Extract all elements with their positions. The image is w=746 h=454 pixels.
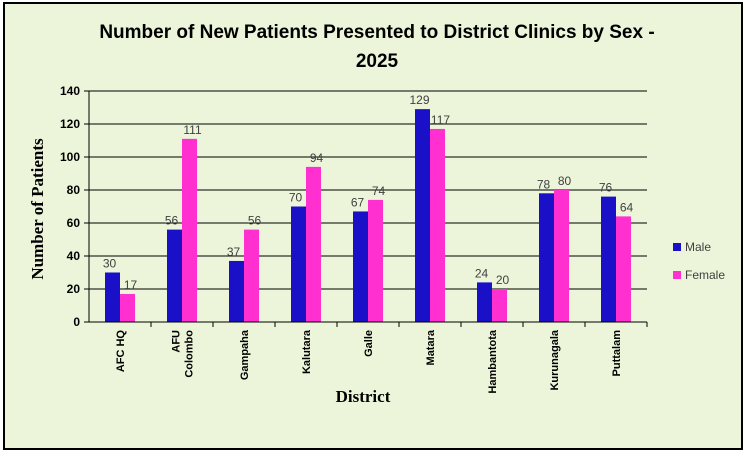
y-tick-label: 40	[67, 249, 81, 263]
bar-male	[477, 282, 492, 322]
y-axis-title: Number of Patients	[28, 138, 47, 280]
chart-title-line-1: Number of New Patients Presented to Dist…	[99, 22, 654, 43]
x-tick-label: AFC HQ	[115, 330, 127, 373]
y-tick-label: 100	[60, 150, 80, 164]
data-label-female: 94	[310, 151, 324, 165]
data-label-female: 64	[620, 200, 634, 214]
legend-swatch-female	[673, 271, 681, 279]
y-tick-label: 140	[60, 84, 80, 98]
chart-frame: Number of New Patients Presented to Dist…	[3, 2, 743, 450]
axes	[88, 91, 647, 323]
legend-label-male: Male	[685, 240, 711, 254]
legend-label-female: Female	[685, 268, 725, 282]
bar-male	[539, 193, 554, 322]
x-axis-title: District	[336, 387, 391, 406]
data-label-male: 70	[289, 191, 303, 205]
y-tick-label: 80	[67, 183, 81, 197]
x-tick-label: Kalutara	[301, 329, 313, 374]
x-tick-label: Colombo	[184, 330, 196, 378]
bar-female	[554, 190, 569, 322]
legend-swatch-male	[673, 243, 681, 251]
x-tick-label: Puttalam	[611, 330, 623, 377]
bar-male	[415, 109, 430, 323]
bars	[105, 109, 631, 323]
bar-male	[105, 272, 120, 322]
y-tick-label: 0	[73, 315, 80, 329]
data-label-male: 129	[409, 93, 429, 107]
x-tick-label: Kurunagala	[549, 329, 561, 390]
chart: Number of New Patients Presented to Dist…	[28, 22, 725, 406]
data-label-male: 30	[103, 257, 117, 271]
bar-male	[291, 206, 306, 322]
x-tick-label: Galle	[363, 330, 375, 357]
data-label-female: 80	[558, 174, 572, 188]
data-label-male: 78	[537, 177, 551, 191]
data-label-female: 17	[124, 278, 138, 292]
bar-female	[244, 229, 259, 322]
data-label-female: 111	[183, 123, 202, 137]
y-tick-label: 20	[67, 282, 81, 296]
bar-male	[353, 211, 368, 322]
bar-female	[182, 138, 197, 322]
data-label-female: 117	[431, 113, 450, 127]
data-label-female: 20	[496, 273, 510, 287]
tick-labels: 0 20 40 60 80 100 120 140 AFC HQ AFU Colombo Gampah…	[60, 84, 623, 394]
bar-female	[492, 289, 507, 322]
bar-female	[430, 128, 445, 322]
x-tick-label: Hambantota	[487, 329, 499, 393]
bar-female	[616, 216, 631, 322]
x-tick-label: AFU	[171, 330, 183, 353]
data-label-male: 24	[475, 266, 489, 280]
data-label-male: 37	[227, 245, 241, 259]
legend: Male Female	[673, 240, 725, 282]
data-label-female: 56	[248, 214, 262, 228]
y-tick-label: 120	[60, 117, 80, 131]
bar-male	[229, 260, 244, 322]
data-label-female: 74	[372, 184, 386, 198]
data-label-male: 56	[165, 214, 179, 228]
bar-female	[120, 293, 135, 322]
chart-title-line-2: 2025	[356, 51, 399, 72]
bar-female	[306, 166, 321, 322]
bar-male	[601, 196, 616, 322]
x-tick-label: Gampaha	[239, 329, 251, 380]
data-label-male: 67	[351, 195, 365, 209]
y-tick-label: 60	[67, 216, 81, 230]
bar-female	[368, 199, 383, 322]
data-label-male: 76	[599, 181, 613, 195]
x-tick-label: Matara	[425, 329, 437, 365]
bar-male	[167, 229, 182, 322]
